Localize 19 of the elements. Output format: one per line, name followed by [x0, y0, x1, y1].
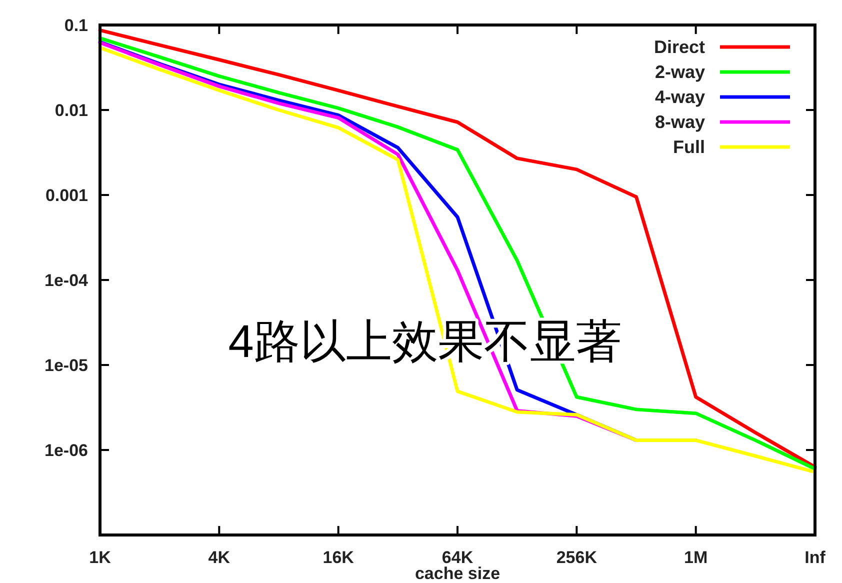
y-tick-label: 1e-05: [44, 356, 88, 375]
legend-label: Full: [673, 137, 705, 157]
y-tick-label: 0.1: [64, 16, 88, 35]
y-tick-label: 1e-04: [44, 271, 89, 290]
x-tick-label: 256K: [556, 548, 598, 567]
legend-label: 2-way: [654, 62, 705, 82]
x-tick-label: 16K: [322, 548, 355, 567]
x-tick-label: 4K: [208, 548, 231, 567]
x-axis-title: cache size: [414, 564, 500, 583]
y-tick-label: 1e-06: [44, 441, 88, 460]
y-tick-label: 0.01: [54, 101, 88, 120]
legend-label: Direct: [654, 37, 705, 57]
legend-label: 4-way: [654, 87, 705, 107]
x-tick-label: 64K: [442, 548, 474, 567]
legend-label: 8-way: [654, 112, 705, 132]
x-tick-label: 1K: [89, 548, 112, 567]
x-tick-label: Inf: [804, 548, 826, 567]
x-tick-label: 1M: [684, 548, 708, 567]
y-tick-label: 0.001: [45, 186, 88, 205]
